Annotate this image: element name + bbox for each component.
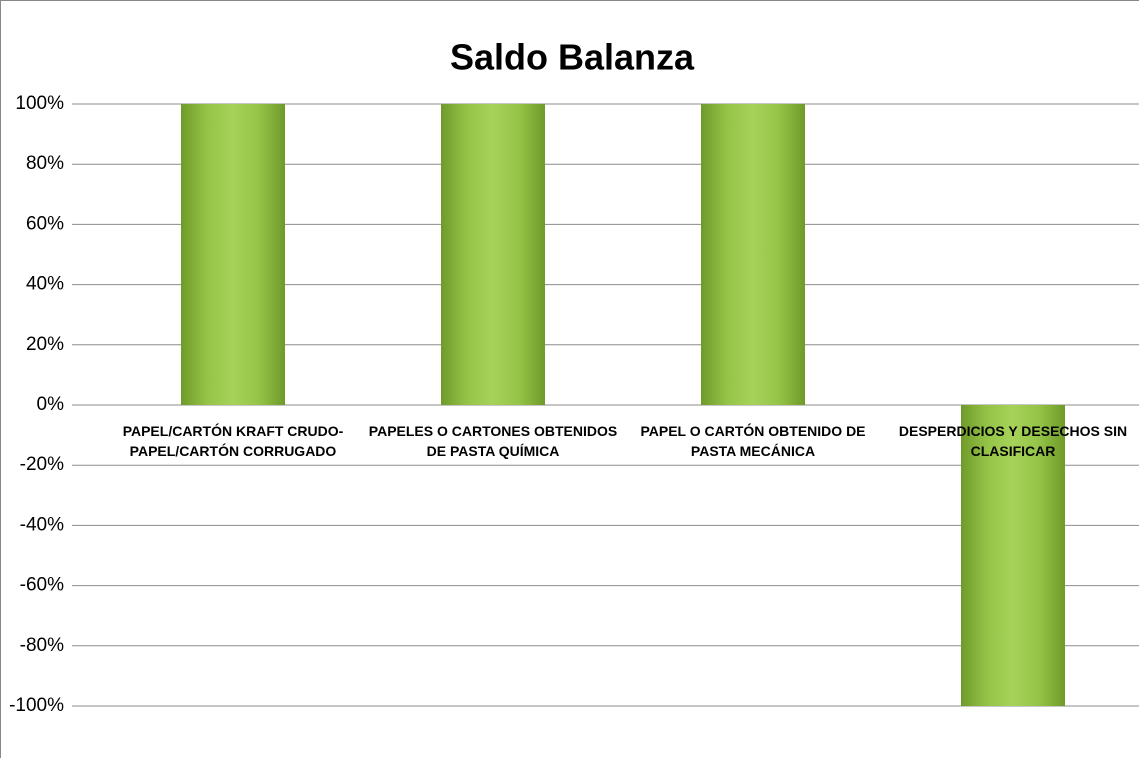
y-tick-label: 80%: [26, 153, 64, 174]
bar: [961, 405, 1065, 706]
bar: [441, 104, 545, 405]
x-tick-label-box: PAPEL/CARTÓN KRAFT CRUDO-PAPEL/CARTÓN CO…: [122, 423, 344, 459]
x-tick-label: DESPERDICIOS Y DESECHOS SIN CLASIFICAR: [898, 423, 1128, 459]
x-tick-label-box: DESPERDICIOS Y DESECHOS SIN CLASIFICAR: [898, 423, 1128, 459]
bar: [181, 104, 285, 405]
y-tick-label: -20%: [20, 454, 64, 475]
y-tick-label: 40%: [26, 274, 64, 295]
x-tick-label: PAPEL O CARTÓN OBTENIDO DE PASTA MECÁNIC…: [640, 423, 866, 459]
x-tick-label-box: PAPELES O CARTONES OBTENIDOS DE PASTA QU…: [368, 423, 618, 459]
y-tick-label: 60%: [26, 213, 64, 234]
bar: [701, 104, 805, 405]
x-tick-label-box: PAPEL O CARTÓN OBTENIDO DE PASTA MECÁNIC…: [640, 423, 866, 459]
y-tick-label: 20%: [26, 334, 64, 355]
y-tick-label: -60%: [20, 575, 64, 596]
y-tick-label: 0%: [37, 394, 65, 415]
x-tick-label: PAPEL/CARTÓN KRAFT CRUDO-PAPEL/CARTÓN CO…: [122, 423, 344, 459]
y-tick-label: -100%: [9, 695, 64, 716]
y-tick-label: -80%: [20, 635, 64, 656]
x-tick-label: PAPELES O CARTONES OBTENIDOS DE PASTA QU…: [368, 423, 618, 459]
y-tick-label: -40%: [20, 514, 64, 535]
chart-title: Saldo Balanza: [450, 37, 695, 78]
y-tick-label: 100%: [15, 93, 64, 114]
